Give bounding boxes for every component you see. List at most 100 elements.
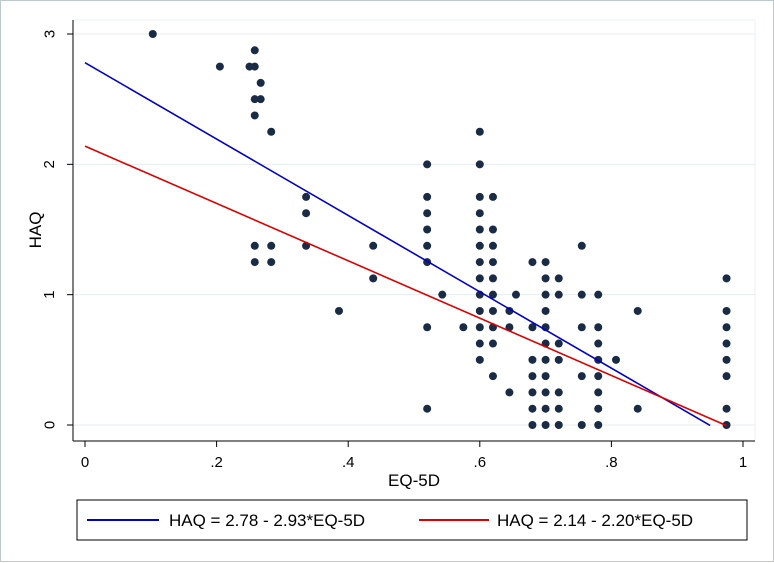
data-point [722,355,731,364]
data-point [528,388,537,397]
data-point [459,323,468,332]
data-point [528,323,537,332]
data-point [722,372,731,381]
data-point [488,225,497,234]
data-point [302,209,311,218]
data-point [554,355,563,364]
y-tick-label: 3 [41,30,58,38]
data-point [594,290,603,299]
data-point [438,290,447,299]
data-point [256,95,265,104]
data-point [722,404,731,413]
data-point [302,192,311,201]
data-point [594,388,603,397]
plot-region [72,19,756,442]
data-point [541,274,550,283]
data-point [488,372,497,381]
data-point [215,62,224,71]
data-point [488,258,497,267]
x-tick-label: 1 [739,454,747,471]
gridlines [73,33,755,426]
data-point [250,241,259,250]
data-point [528,404,537,413]
data-point [594,372,603,381]
data-point [554,290,563,299]
data-point [554,339,563,348]
data-point [554,421,563,429]
data-point [475,160,484,169]
data-point [369,241,378,250]
fit-line-red [84,145,727,427]
data-point [541,404,550,413]
data-point [475,241,484,250]
data-point [541,372,550,381]
data-point [488,339,497,348]
data-point [488,274,497,283]
data-point [541,388,550,397]
data-point [488,192,497,201]
data-point [475,306,484,315]
data-point [423,192,432,201]
x-tick-label: .8 [605,454,618,471]
data-point [488,241,497,250]
data-point [423,323,432,332]
y-tick-label: 2 [41,160,58,168]
data-point [541,421,550,429]
data-point [511,290,520,299]
data-point [594,323,603,332]
data-point [577,323,586,332]
data-point [475,209,484,218]
data-point [722,306,731,315]
legend-label-red-line: HAQ = 2.14 - 2.20*EQ-5D [497,511,693,530]
data-point [554,388,563,397]
data-point [577,290,586,299]
x-tick-label: .4 [342,454,355,471]
data-point [594,421,603,429]
data-point [505,388,514,397]
data-point [423,225,432,234]
data-point [334,306,343,315]
data-point [594,339,603,348]
data-point [148,30,157,38]
fit-line-blue [84,61,711,427]
data-point [594,404,603,413]
legend-label-blue-line: HAQ = 2.78 - 2.93*EQ-5D [169,511,365,530]
data-points [148,30,731,429]
data-point [541,355,550,364]
data-point [475,225,484,234]
data-point [475,258,484,267]
data-point [541,290,550,299]
data-point [633,306,642,315]
data-point [541,258,550,267]
data-point [423,160,432,169]
data-point [488,306,497,315]
data-point [722,339,731,348]
y-tick-label: 0 [41,421,58,429]
data-point [256,78,265,87]
data-point [475,192,484,201]
x-tick-label: .2 [210,454,223,471]
fit-lines [84,61,727,427]
data-point [475,323,484,332]
data-point [423,404,432,413]
data-point [267,127,276,136]
data-point [423,209,432,218]
x-axis-ticks: 0 .2 .4 .6 .8 1 [81,441,747,471]
data-point [250,62,259,71]
data-point [528,258,537,267]
data-point [250,95,259,104]
y-axis-title: HAQ [26,212,45,249]
data-point [577,421,586,429]
data-point [267,241,276,250]
data-point [528,372,537,381]
data-point [475,339,484,348]
data-point [722,274,731,283]
data-point [528,421,537,429]
x-tick-label: .6 [474,454,487,471]
data-point [505,323,514,332]
y-tick-label: 1 [41,290,58,298]
data-point [577,241,586,250]
data-point [554,404,563,413]
